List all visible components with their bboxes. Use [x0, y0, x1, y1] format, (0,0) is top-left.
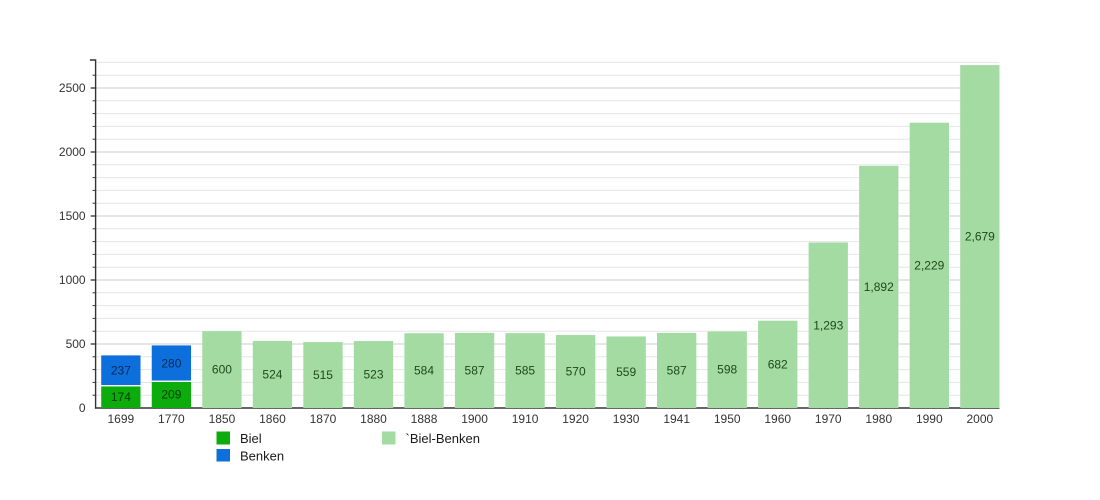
svg-text:1930: 1930 [613, 412, 640, 426]
svg-text:2000: 2000 [966, 412, 993, 426]
svg-text:1870: 1870 [310, 412, 337, 426]
svg-text:1850: 1850 [209, 412, 236, 426]
svg-text:1970: 1970 [815, 412, 842, 426]
svg-text:237: 237 [111, 364, 131, 378]
svg-text:1860: 1860 [259, 412, 286, 426]
svg-text:Benken: Benken [240, 449, 284, 464]
svg-text:559: 559 [616, 365, 636, 379]
svg-text:598: 598 [717, 363, 737, 377]
svg-text:209: 209 [161, 388, 181, 402]
svg-text:1500: 1500 [59, 209, 86, 223]
svg-text:1888: 1888 [411, 412, 438, 426]
svg-text:280: 280 [161, 356, 181, 370]
svg-text:585: 585 [515, 364, 535, 378]
svg-text:1910: 1910 [512, 412, 539, 426]
svg-text:2,679: 2,679 [965, 230, 995, 244]
svg-text:587: 587 [465, 363, 485, 377]
svg-text:1770: 1770 [158, 412, 185, 426]
svg-text:1941: 1941 [663, 412, 690, 426]
svg-text:1980: 1980 [865, 412, 892, 426]
svg-text:1900: 1900 [461, 412, 488, 426]
svg-text:600: 600 [212, 363, 232, 377]
svg-text:523: 523 [363, 368, 383, 382]
svg-text:682: 682 [768, 357, 788, 371]
svg-text:`Biel‐Benken: `Biel‐Benken [406, 431, 480, 446]
svg-text:500: 500 [66, 337, 86, 351]
svg-text:Biel: Biel [240, 431, 262, 446]
svg-text:1699: 1699 [108, 412, 135, 426]
svg-text:1,293: 1,293 [813, 318, 843, 332]
svg-text:2000: 2000 [59, 145, 86, 159]
svg-text:2500: 2500 [59, 81, 86, 95]
svg-text:1950: 1950 [714, 412, 741, 426]
svg-text:524: 524 [262, 367, 282, 381]
svg-text:1920: 1920 [562, 412, 589, 426]
svg-text:1,892: 1,892 [864, 280, 894, 294]
svg-text:174: 174 [111, 390, 131, 404]
svg-text:587: 587 [667, 363, 687, 377]
svg-text:570: 570 [566, 365, 586, 379]
svg-text:515: 515 [313, 368, 333, 382]
svg-text:1000: 1000 [59, 273, 86, 287]
svg-text:1990: 1990 [916, 412, 943, 426]
svg-text:0: 0 [79, 401, 86, 415]
svg-text:1880: 1880 [360, 412, 387, 426]
svg-text:584: 584 [414, 364, 434, 378]
svg-text:2,229: 2,229 [914, 258, 944, 272]
svg-text:1960: 1960 [764, 412, 791, 426]
